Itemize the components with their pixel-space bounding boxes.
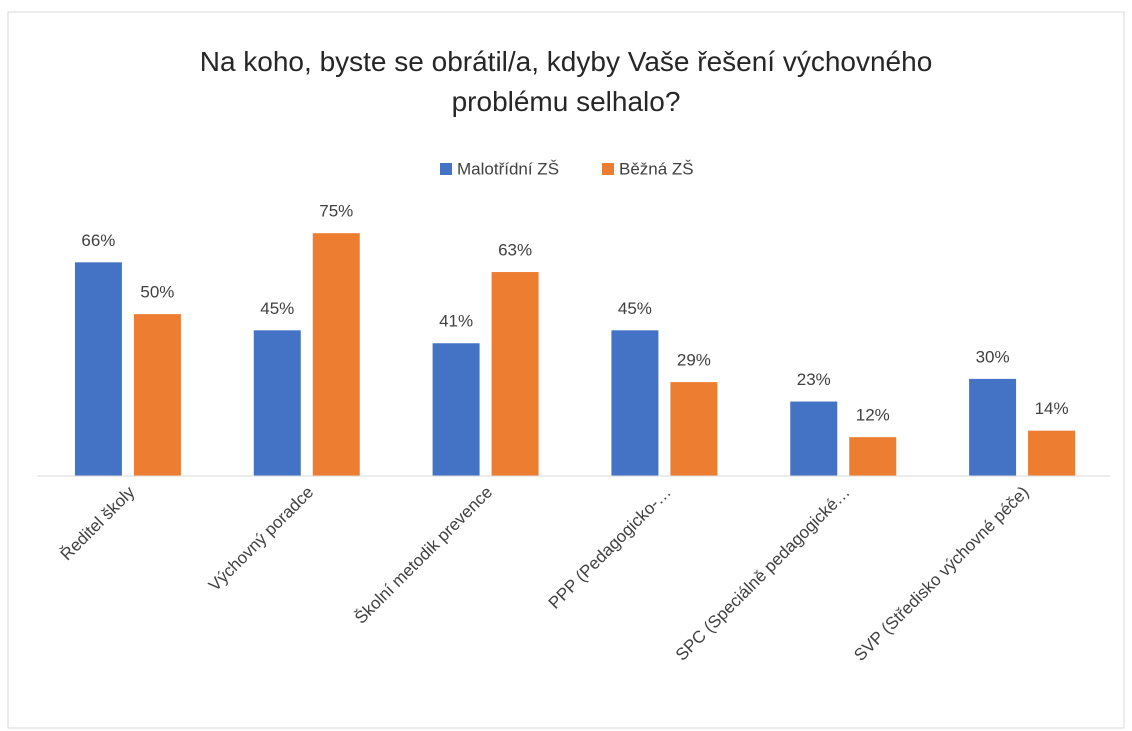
- data-label: 29%: [677, 351, 711, 370]
- data-label: 23%: [797, 370, 831, 389]
- chart-border: [7, 11, 1125, 729]
- legend-label: Malotřídní ZŠ: [457, 159, 559, 178]
- bar: [790, 401, 838, 476]
- bar: [1028, 430, 1076, 476]
- x-tick-label: PPP (Pedagogicko-…: [545, 483, 675, 613]
- legend-swatch: [440, 163, 452, 175]
- legend-swatch: [602, 163, 614, 175]
- bar: [74, 262, 122, 476]
- bar: [491, 272, 539, 476]
- data-label: 41%: [439, 312, 473, 331]
- data-label: 66%: [81, 231, 115, 250]
- bar: [253, 330, 301, 476]
- bar: [670, 382, 718, 476]
- legend-label: Běžná ZŠ: [619, 159, 694, 178]
- bar: [312, 233, 360, 476]
- data-label: 45%: [618, 299, 652, 318]
- x-tick-label: Výchovný poradce: [205, 483, 317, 595]
- bar: [432, 343, 480, 476]
- x-tick-label: Ředitel školy: [57, 482, 139, 564]
- data-label: 63%: [498, 241, 532, 260]
- bar: [969, 378, 1017, 476]
- bar: [849, 437, 897, 476]
- data-label: 50%: [140, 283, 174, 302]
- bar: [133, 314, 181, 476]
- x-tick-label: SVP (Středisko výchovné péče): [850, 483, 1032, 665]
- chart-title: Na koho, byste se obrátil/a, kdyby Vaše …: [199, 46, 933, 117]
- data-label: 45%: [260, 299, 294, 318]
- x-tick-label: SPC (Speciálně pedagogické…: [672, 483, 854, 665]
- data-label: 75%: [319, 202, 353, 221]
- data-label: 30%: [976, 347, 1010, 366]
- data-label: 12%: [856, 406, 890, 425]
- data-label: 14%: [1035, 399, 1069, 418]
- bar: [611, 330, 659, 476]
- x-tick-label: Školní metodik prevence: [351, 483, 496, 628]
